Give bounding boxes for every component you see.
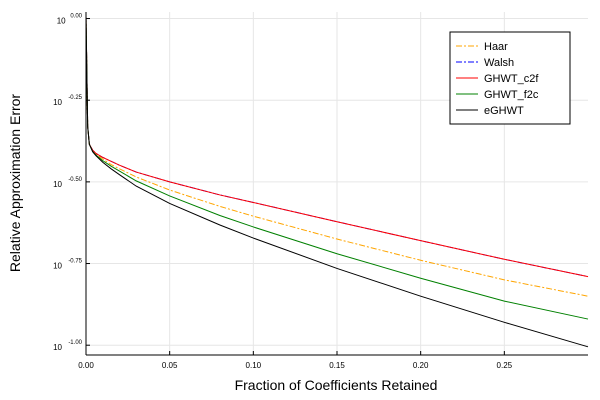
y-tick-label: 10 (57, 17, 66, 26)
y-tick-exponent: -0.25 (68, 95, 82, 101)
y-tick-label: 10 (53, 98, 62, 107)
legend-label-haar: Haar (484, 41, 508, 53)
legend-label-walsh: Walsh (484, 57, 514, 69)
legend: Haar Walsh GHWT_c2f GHWT_f2c eGHWT (449, 31, 571, 125)
x-tick-label: 0.15 (329, 361, 345, 370)
y-axis-title: Relative Approximation Error (7, 94, 23, 273)
x-tick-label: 0.10 (246, 361, 262, 370)
x-axis-title: Fraction of Coefficients Retained (235, 377, 438, 393)
y-tick-exponent: -0.50 (68, 177, 82, 183)
y-tick-exponent: -0.75 (68, 259, 82, 265)
axes (85, 12, 588, 356)
y-tick-label: 10 (53, 262, 62, 271)
y-tick-label: 10 (53, 343, 62, 352)
series-line-eghwt (85, 15, 589, 348)
x-tick-label: 0.20 (413, 361, 429, 370)
legend-label-eghwt: eGHWT (484, 105, 524, 117)
y-tick-exponent: -1.00 (68, 340, 82, 346)
legend-label-ghwt-f2c: GHWT_f2c (484, 89, 539, 101)
x-tick-label: 0.05 (162, 361, 178, 370)
series-group (85, 15, 589, 348)
x-tick-label: 0.25 (497, 361, 513, 370)
x-tick-label: 0.00 (78, 361, 94, 370)
y-tick-exponent: 0.00 (70, 14, 82, 20)
y-tick-label: 10 (53, 180, 62, 189)
legend-label-ghwt-c2f: GHWT_c2f (484, 73, 539, 85)
